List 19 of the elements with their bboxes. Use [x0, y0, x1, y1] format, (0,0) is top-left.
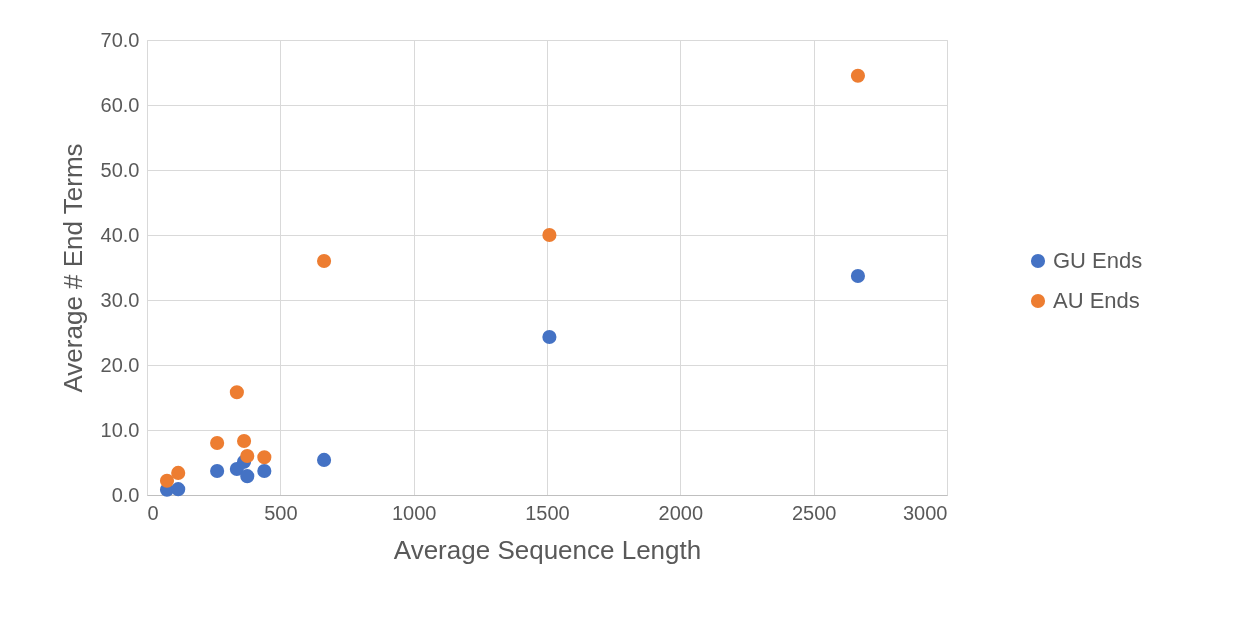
y-tick-label: 0.0 — [111, 483, 140, 506]
x-tick-label: 1500 — [525, 501, 570, 524]
y-axis-title: Average # End Terms — [57, 143, 88, 393]
y-tick-label: 50.0 — [100, 158, 140, 181]
x-tick-label: 500 — [264, 501, 298, 524]
x-tick-label: 0 — [147, 501, 159, 524]
x-tick-label: 3000 — [903, 501, 948, 524]
y-tick-label: 10.0 — [100, 418, 140, 441]
x-axis-title: Average Sequence Length — [393, 534, 702, 565]
legend-label: AU Ends — [1053, 288, 1140, 313]
y-tick-label: 30.0 — [100, 288, 140, 311]
y-tick-label: 20.0 — [100, 353, 140, 376]
legend-label: GU Ends — [1053, 248, 1143, 273]
x-tick-label: 2500 — [791, 501, 837, 524]
x-tick-label: 2000 — [658, 501, 704, 524]
y-tick-label: 40.0 — [100, 223, 140, 246]
y-tick-label: 70.0 — [100, 28, 140, 51]
x-tick-label: 1000 — [391, 501, 437, 524]
y-tick-label: 60.0 — [100, 93, 140, 116]
